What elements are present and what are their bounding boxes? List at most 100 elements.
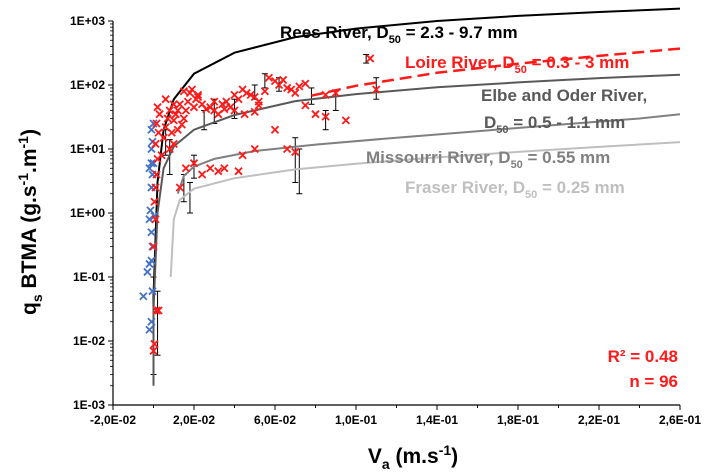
data-point-red: [151, 139, 160, 149]
data-point-blue: [143, 267, 152, 277]
data-point-red: [214, 167, 223, 176]
data-point-red: [175, 183, 184, 192]
data-point-red: [321, 90, 330, 100]
data-point-red: [291, 147, 300, 157]
data-point-red: [295, 82, 304, 91]
data-point-red: [167, 128, 176, 137]
y-tick-label: 1E-01: [73, 270, 105, 284]
svg-text:Missourri River, D50 = 0.55 mm: Missourri River, D50 = 0.55 mm: [366, 148, 610, 171]
curve-label-fraser: Fraser River, D50 = 0.25 mm: [405, 178, 625, 201]
axes: -2,0E-02 2,0E-02 6,0E-02 1,0E-01 1,4E-01 1,8E…: [70, 14, 701, 427]
x-tick-label: -2,0E-02: [90, 413, 136, 427]
data-point-red: [165, 106, 174, 115]
data-point-red: [311, 110, 320, 119]
x-tick-label: 2,2E-01: [578, 413, 620, 427]
data-point-red: [321, 112, 330, 121]
svg-text:D50 = 0.5 - 1.1 mm: D50 = 0.5 - 1.1 mm: [484, 113, 625, 136]
data-point-blue: [147, 159, 156, 168]
data-point-red: [250, 107, 259, 117]
data-point-red: [151, 183, 160, 192]
y-tick-label: 1E-02: [73, 334, 105, 348]
data-point-red: [161, 95, 170, 104]
x-axis-title: Va (m.s-1): [368, 442, 458, 472]
data-point-red: [193, 90, 203, 100]
data-point-blue: [146, 206, 155, 215]
data-point-red: [283, 144, 292, 154]
data-point-red: [301, 79, 310, 88]
data-point-red: [278, 75, 288, 85]
data-point-red: [175, 100, 184, 109]
data-point-blue: [148, 287, 157, 296]
data-point-red: [151, 215, 160, 224]
curve-missourri: [176, 113, 681, 195]
data-point-red: [197, 170, 207, 179]
data-point-red: [150, 197, 159, 206]
data-point-red: [246, 90, 255, 100]
data-point-red: [366, 54, 375, 63]
data-point-red: [173, 106, 182, 115]
data-point-red: [150, 339, 159, 349]
data-point-red: [152, 170, 161, 179]
data-point-red: [155, 110, 164, 119]
data-point-blue: [147, 317, 156, 326]
x-tick-label: 1,0E-01: [335, 413, 377, 427]
data-point-red: [159, 133, 168, 142]
data-point-red: [173, 125, 182, 134]
data-point-red: [193, 92, 203, 102]
data-point-red: [210, 97, 219, 106]
data-point-red: [189, 103, 199, 112]
sample-count-label: n = 96: [629, 372, 678, 391]
data-point-red: [189, 159, 199, 168]
data-point-red: [234, 167, 243, 176]
svg-text:Elbe and Oder River,: Elbe and Oder River,: [481, 86, 647, 105]
y-tick-label: 1E-03: [73, 398, 105, 412]
data-point-blue: [139, 292, 148, 301]
data-point-red: [157, 151, 166, 160]
data-point-red: [169, 116, 178, 125]
data-point-red: [218, 100, 227, 109]
plot-area: [139, 7, 681, 386]
data-point-blue: [149, 119, 158, 128]
data-point-red: [230, 90, 239, 100]
y-tick-label: 1E+02: [70, 78, 105, 92]
data-point-red: [372, 85, 381, 94]
data-point-red: [181, 106, 191, 115]
data-point-red: [206, 164, 215, 173]
x-tick-label: 2,0E-02: [173, 413, 215, 427]
data-point-red: [149, 242, 158, 251]
data-point-red: [291, 88, 300, 98]
data-point-red: [260, 87, 270, 96]
data-point-red: [222, 97, 231, 106]
x-tick-label: 2,6E-01: [659, 413, 701, 427]
data-point-red: [341, 116, 351, 125]
data-point-blue: [145, 325, 154, 334]
curve-label-rees: Rees River, D50 = 2.3 - 9.7 mm: [280, 23, 518, 46]
svg-text:Loire River, D50 = 0.3 - 3 mm: Loire River, D50 = 0.3 - 3 mm: [405, 53, 629, 76]
x-tick-label: 6,0E-02: [254, 413, 296, 427]
x-tick-label: 1,4E-01: [416, 413, 458, 427]
data-point-red: [149, 346, 158, 356]
data-point-red: [250, 144, 259, 154]
data-point-red: [242, 88, 251, 98]
data-point-red: [181, 164, 191, 173]
y-tick-label: 1E+00: [70, 206, 105, 220]
data-point-red: [301, 101, 310, 110]
data-point-red: [165, 144, 174, 154]
data-point-red: [238, 151, 247, 160]
r-squared-label: R² = 0.48: [608, 347, 678, 366]
x-tick-label: 1,8E-01: [497, 413, 539, 427]
data-point-red: [154, 306, 163, 315]
data-point-red: [152, 119, 161, 128]
data-point-red: [331, 88, 340, 98]
data-point-red: [153, 103, 162, 112]
data-point-red: [179, 87, 189, 96]
svg-text:Fraser River, D50 = 0.25 mm: Fraser River, D50 = 0.25 mm: [405, 178, 625, 201]
curve-label-missourri: Missourri River, D50 = 0.55 mm: [366, 148, 610, 171]
data-point-red: [202, 104, 211, 114]
curve-loire: [311, 47, 681, 97]
curve-fraser: [169, 141, 681, 278]
y-tick-label: 1E+03: [70, 14, 105, 28]
data-point-blue: [145, 215, 154, 224]
data-point-blue: [147, 228, 156, 237]
